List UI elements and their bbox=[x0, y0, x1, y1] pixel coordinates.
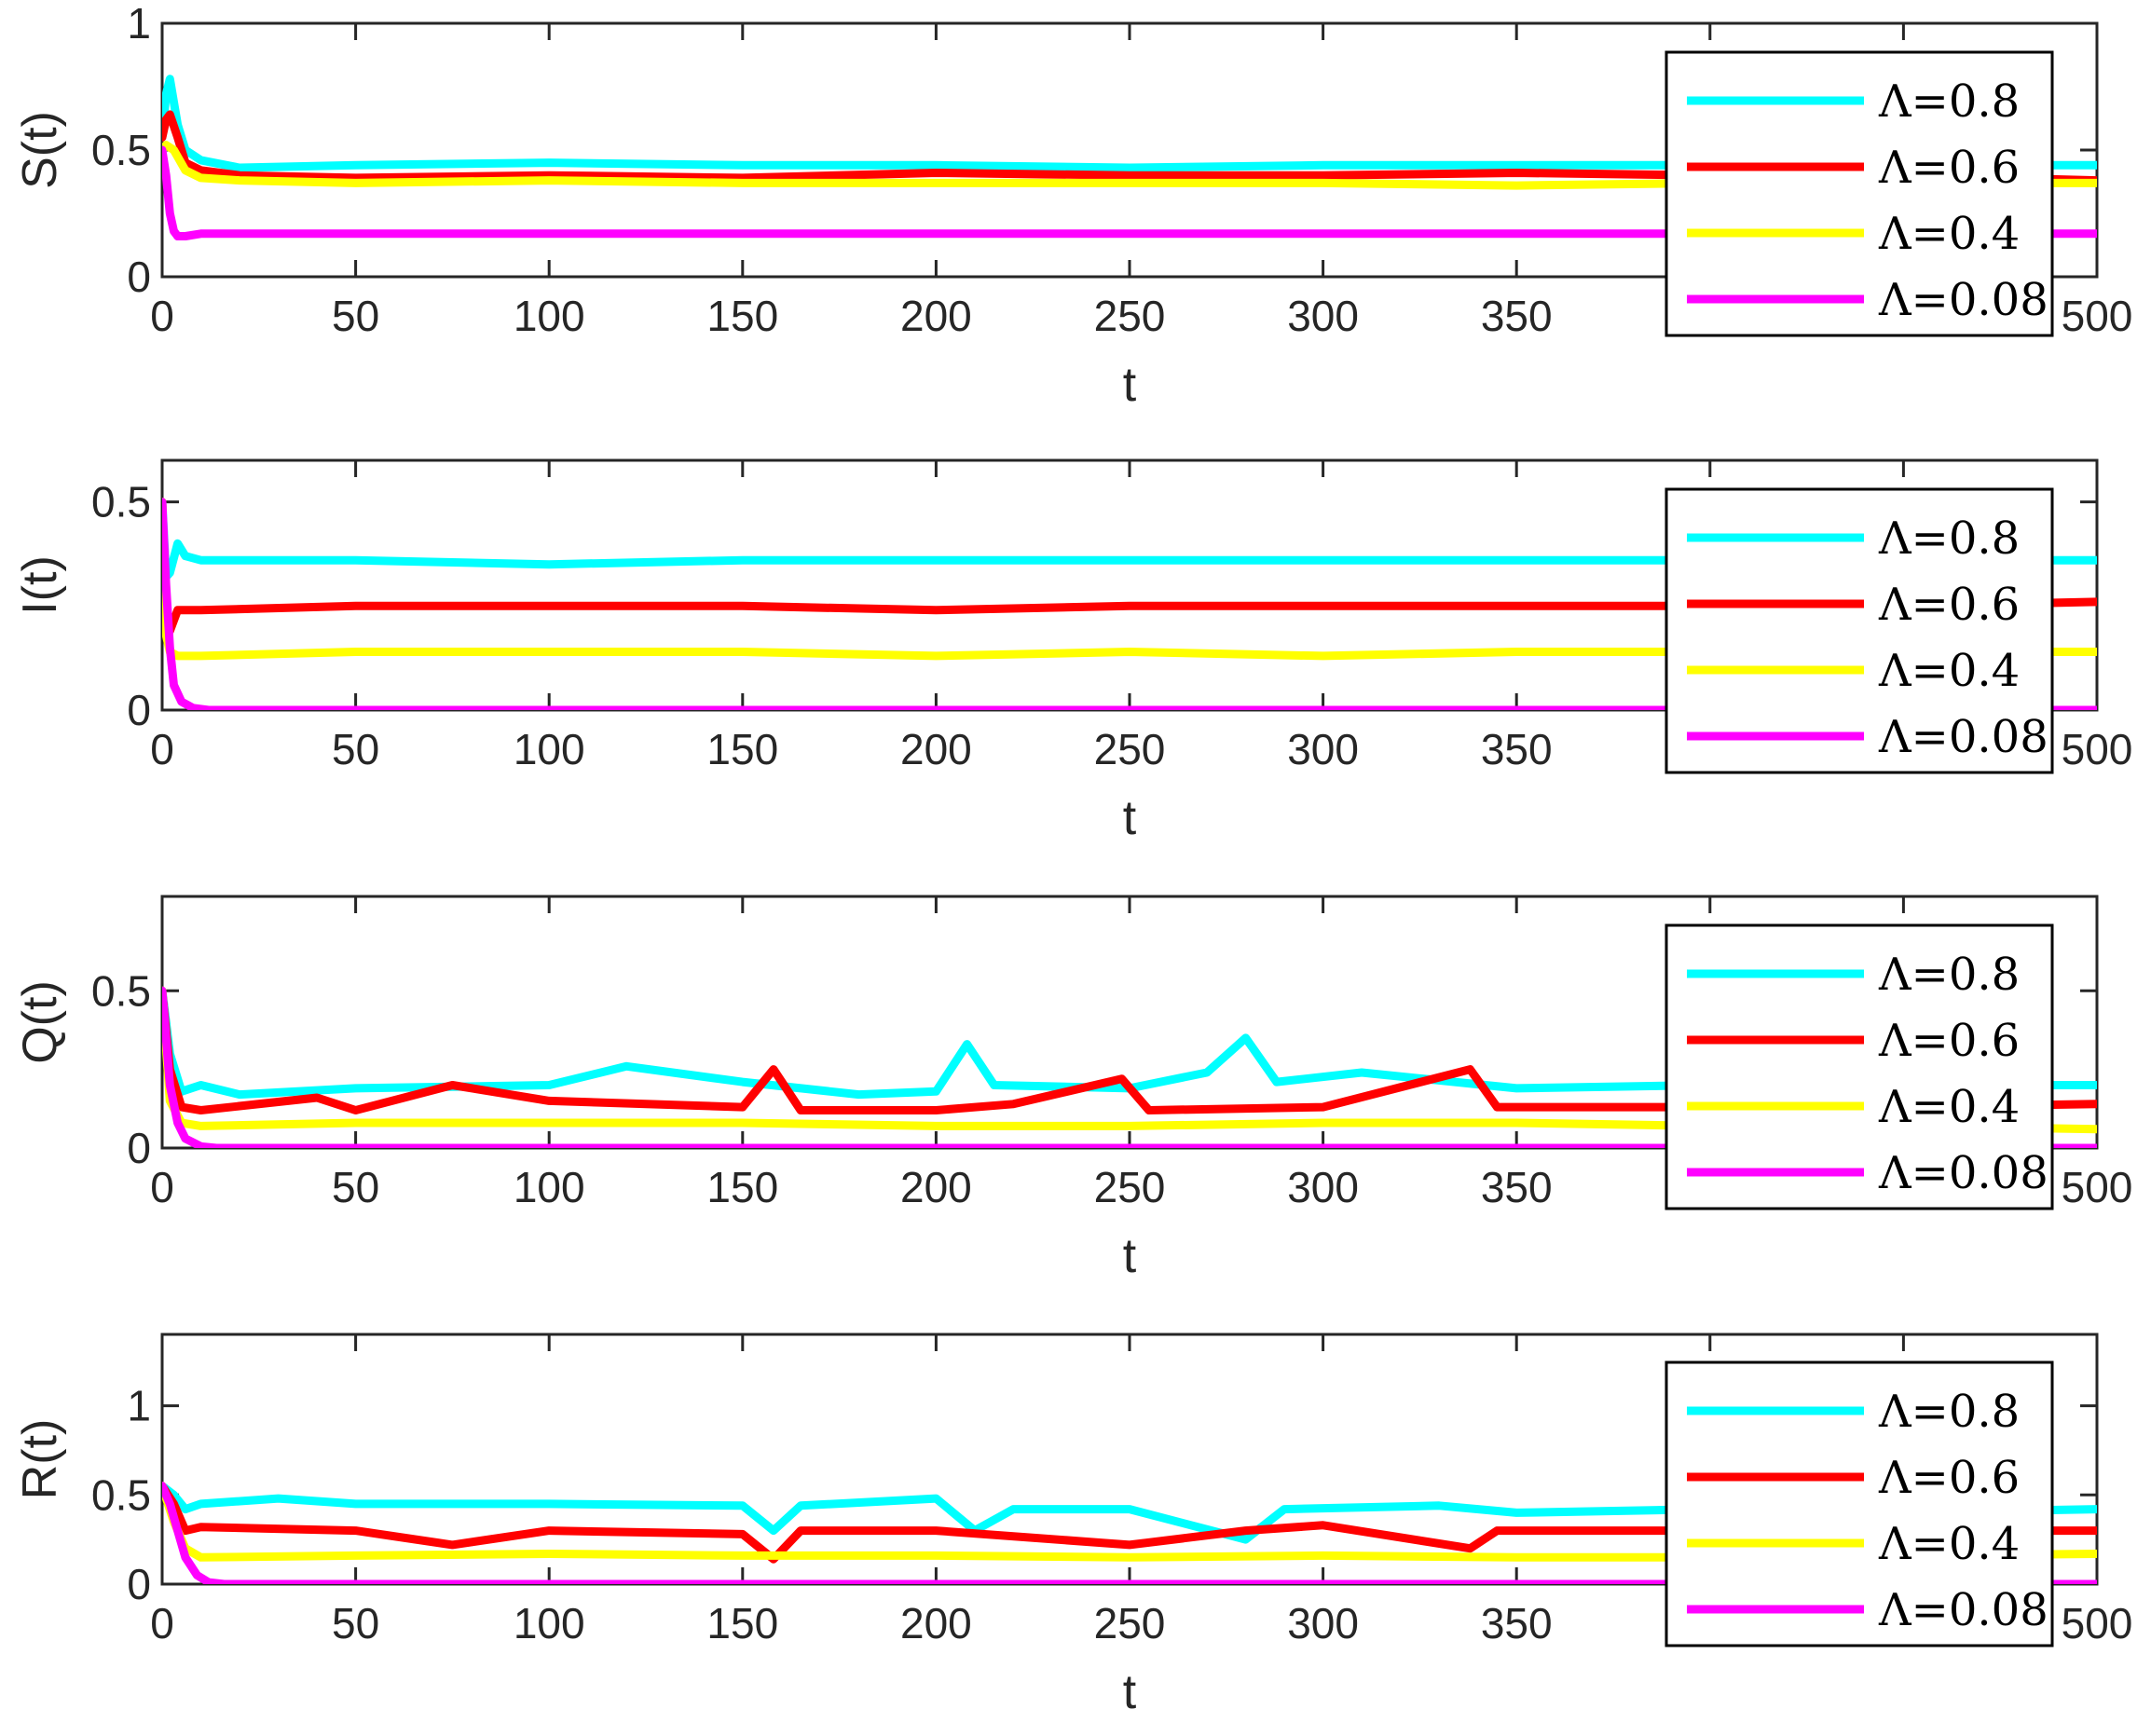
panel-s: 0 50 100 150 200 250 300 350 50000.51tS(t)Λ=0.8Λ… bbox=[13, 0, 2132, 412]
x-tick-label: 500 bbox=[2062, 1163, 2133, 1211]
legend-label: Λ=0.08 bbox=[1878, 274, 2048, 326]
y-tick-label: 1 bbox=[127, 0, 151, 48]
series-line-2 bbox=[162, 141, 2097, 190]
y-axis-label: S(t) bbox=[13, 111, 67, 189]
x-axis-label: t bbox=[1123, 358, 1137, 412]
series-line-0 bbox=[162, 75, 2097, 172]
legend-label: Λ=0.6 bbox=[1878, 579, 2020, 631]
legend-label: Λ=0.4 bbox=[1878, 1518, 2020, 1570]
series-group bbox=[162, 498, 2097, 710]
series-group bbox=[162, 986, 2097, 1148]
x-tick-label: 300 bbox=[1287, 1599, 1359, 1647]
y-tick-label: 0.5 bbox=[91, 1470, 151, 1519]
series-line-1 bbox=[162, 110, 2097, 185]
x-tick-label: 50 bbox=[332, 1599, 379, 1647]
x-tick-label: 500 bbox=[2062, 725, 2133, 773]
x-tick-label: 100 bbox=[514, 1599, 585, 1647]
legend-label: Λ=0.8 bbox=[1878, 513, 2020, 565]
x-tick-label: 100 bbox=[514, 1163, 585, 1211]
panel-q: 0 50 100 150 200 250 300 350 50000.5tQ(t)Λ=0.8Λ=… bbox=[13, 895, 2133, 1283]
x-tick-label: 250 bbox=[1094, 1599, 1166, 1647]
legend-label: Λ=0.08 bbox=[1878, 1584, 2048, 1636]
legend-label: Λ=0.6 bbox=[1878, 142, 2020, 194]
y-tick-label: 0 bbox=[127, 1560, 151, 1608]
x-tick-label: 100 bbox=[514, 725, 585, 773]
x-tick-label: 200 bbox=[900, 1163, 972, 1211]
x-tick-label: 150 bbox=[706, 725, 778, 773]
y-tick-label: 0 bbox=[127, 253, 151, 301]
legend-label: Λ=0.08 bbox=[1878, 1147, 2048, 1199]
legend: Λ=0.8 Λ=0.6 Λ=0.4 Λ=0.08 bbox=[1665, 50, 2054, 337]
x-tick-label: 0 bbox=[150, 1163, 174, 1211]
x-tick-label: 150 bbox=[706, 1163, 778, 1211]
y-tick-label: 0.5 bbox=[91, 126, 151, 174]
series-group bbox=[162, 75, 2097, 240]
series-line-3 bbox=[162, 1482, 2097, 1584]
x-tick-label: 50 bbox=[332, 1163, 379, 1211]
series-line-3 bbox=[162, 986, 2097, 1148]
x-tick-label: 350 bbox=[1481, 1163, 1553, 1211]
x-tick-label: 300 bbox=[1287, 292, 1359, 340]
x-tick-label: 250 bbox=[1094, 1163, 1166, 1211]
y-tick-label: 0.5 bbox=[91, 478, 151, 526]
x-axis-label: t bbox=[1123, 1229, 1137, 1283]
y-axis-label: Q(t) bbox=[13, 980, 67, 1064]
x-tick-label: 500 bbox=[2062, 1599, 2133, 1647]
series-line-1 bbox=[162, 1482, 2097, 1564]
y-tick-label: 1 bbox=[127, 1382, 151, 1430]
series-line-3 bbox=[162, 498, 2097, 710]
y-axis-label: I(t) bbox=[13, 555, 67, 615]
x-tick-label: 200 bbox=[900, 1599, 972, 1647]
legend-label: Λ=0.08 bbox=[1878, 711, 2048, 763]
x-tick-label: 300 bbox=[1287, 725, 1359, 773]
legend: Λ=0.8 Λ=0.6 Λ=0.4 Λ=0.08 bbox=[1665, 487, 2054, 774]
series-line-3 bbox=[162, 145, 2097, 240]
y-tick-label: 0 bbox=[127, 686, 151, 734]
x-tick-label: 100 bbox=[514, 292, 585, 340]
x-tick-label: 200 bbox=[900, 725, 972, 773]
panel-i: 0 50 100 150 200 250 300 350 50000.5tI(t)Λ=0.8Λ=… bbox=[13, 458, 2133, 845]
y-tick-label: 0.5 bbox=[91, 966, 151, 1015]
x-tick-label: 500 bbox=[2062, 292, 2133, 340]
y-tick-label: 0 bbox=[127, 1124, 151, 1172]
x-axis-label: t bbox=[1123, 791, 1137, 845]
legend-label: Λ=0.6 bbox=[1878, 1015, 2020, 1067]
series-line-0 bbox=[162, 1482, 2097, 1544]
x-tick-label: 300 bbox=[1287, 1163, 1359, 1211]
x-axis-label: t bbox=[1123, 1665, 1137, 1719]
x-tick-label: 350 bbox=[1481, 725, 1553, 773]
x-tick-label: 250 bbox=[1094, 725, 1166, 773]
panel-r: 0 50 100 150 200 250 300 350 50000.51tR(t)Λ=0.8Λ… bbox=[13, 1333, 2133, 1719]
series-line-0 bbox=[162, 498, 2097, 581]
x-tick-label: 350 bbox=[1481, 1599, 1553, 1647]
legend-label: Λ=0.6 bbox=[1878, 1452, 2020, 1504]
x-tick-label: 200 bbox=[900, 292, 972, 340]
legend: Λ=0.8 Λ=0.6 Λ=0.4 Λ=0.08 bbox=[1665, 1360, 2054, 1647]
x-tick-label: 0 bbox=[150, 725, 174, 773]
series-line-1 bbox=[162, 986, 2097, 1114]
x-tick-label: 50 bbox=[332, 725, 379, 773]
legend-label: Λ=0.8 bbox=[1878, 949, 2020, 1001]
legend-label: Λ=0.8 bbox=[1878, 1386, 2020, 1438]
legend-label: Λ=0.4 bbox=[1878, 645, 2020, 697]
x-tick-label: 350 bbox=[1481, 292, 1553, 340]
x-tick-label: 150 bbox=[706, 1599, 778, 1647]
x-tick-label: 150 bbox=[706, 292, 778, 340]
y-axis-label: R(t) bbox=[13, 1419, 67, 1500]
x-tick-label: 50 bbox=[332, 292, 379, 340]
x-tick-label: 0 bbox=[150, 292, 174, 340]
legend: Λ=0.8 Λ=0.6 Λ=0.4 Λ=0.08 bbox=[1665, 923, 2054, 1210]
legend-label: Λ=0.4 bbox=[1878, 208, 2020, 260]
legend-label: Λ=0.4 bbox=[1878, 1081, 2020, 1133]
x-tick-label: 250 bbox=[1094, 292, 1166, 340]
x-tick-label: 0 bbox=[150, 1599, 174, 1647]
legend-label: Λ=0.8 bbox=[1878, 75, 2020, 128]
